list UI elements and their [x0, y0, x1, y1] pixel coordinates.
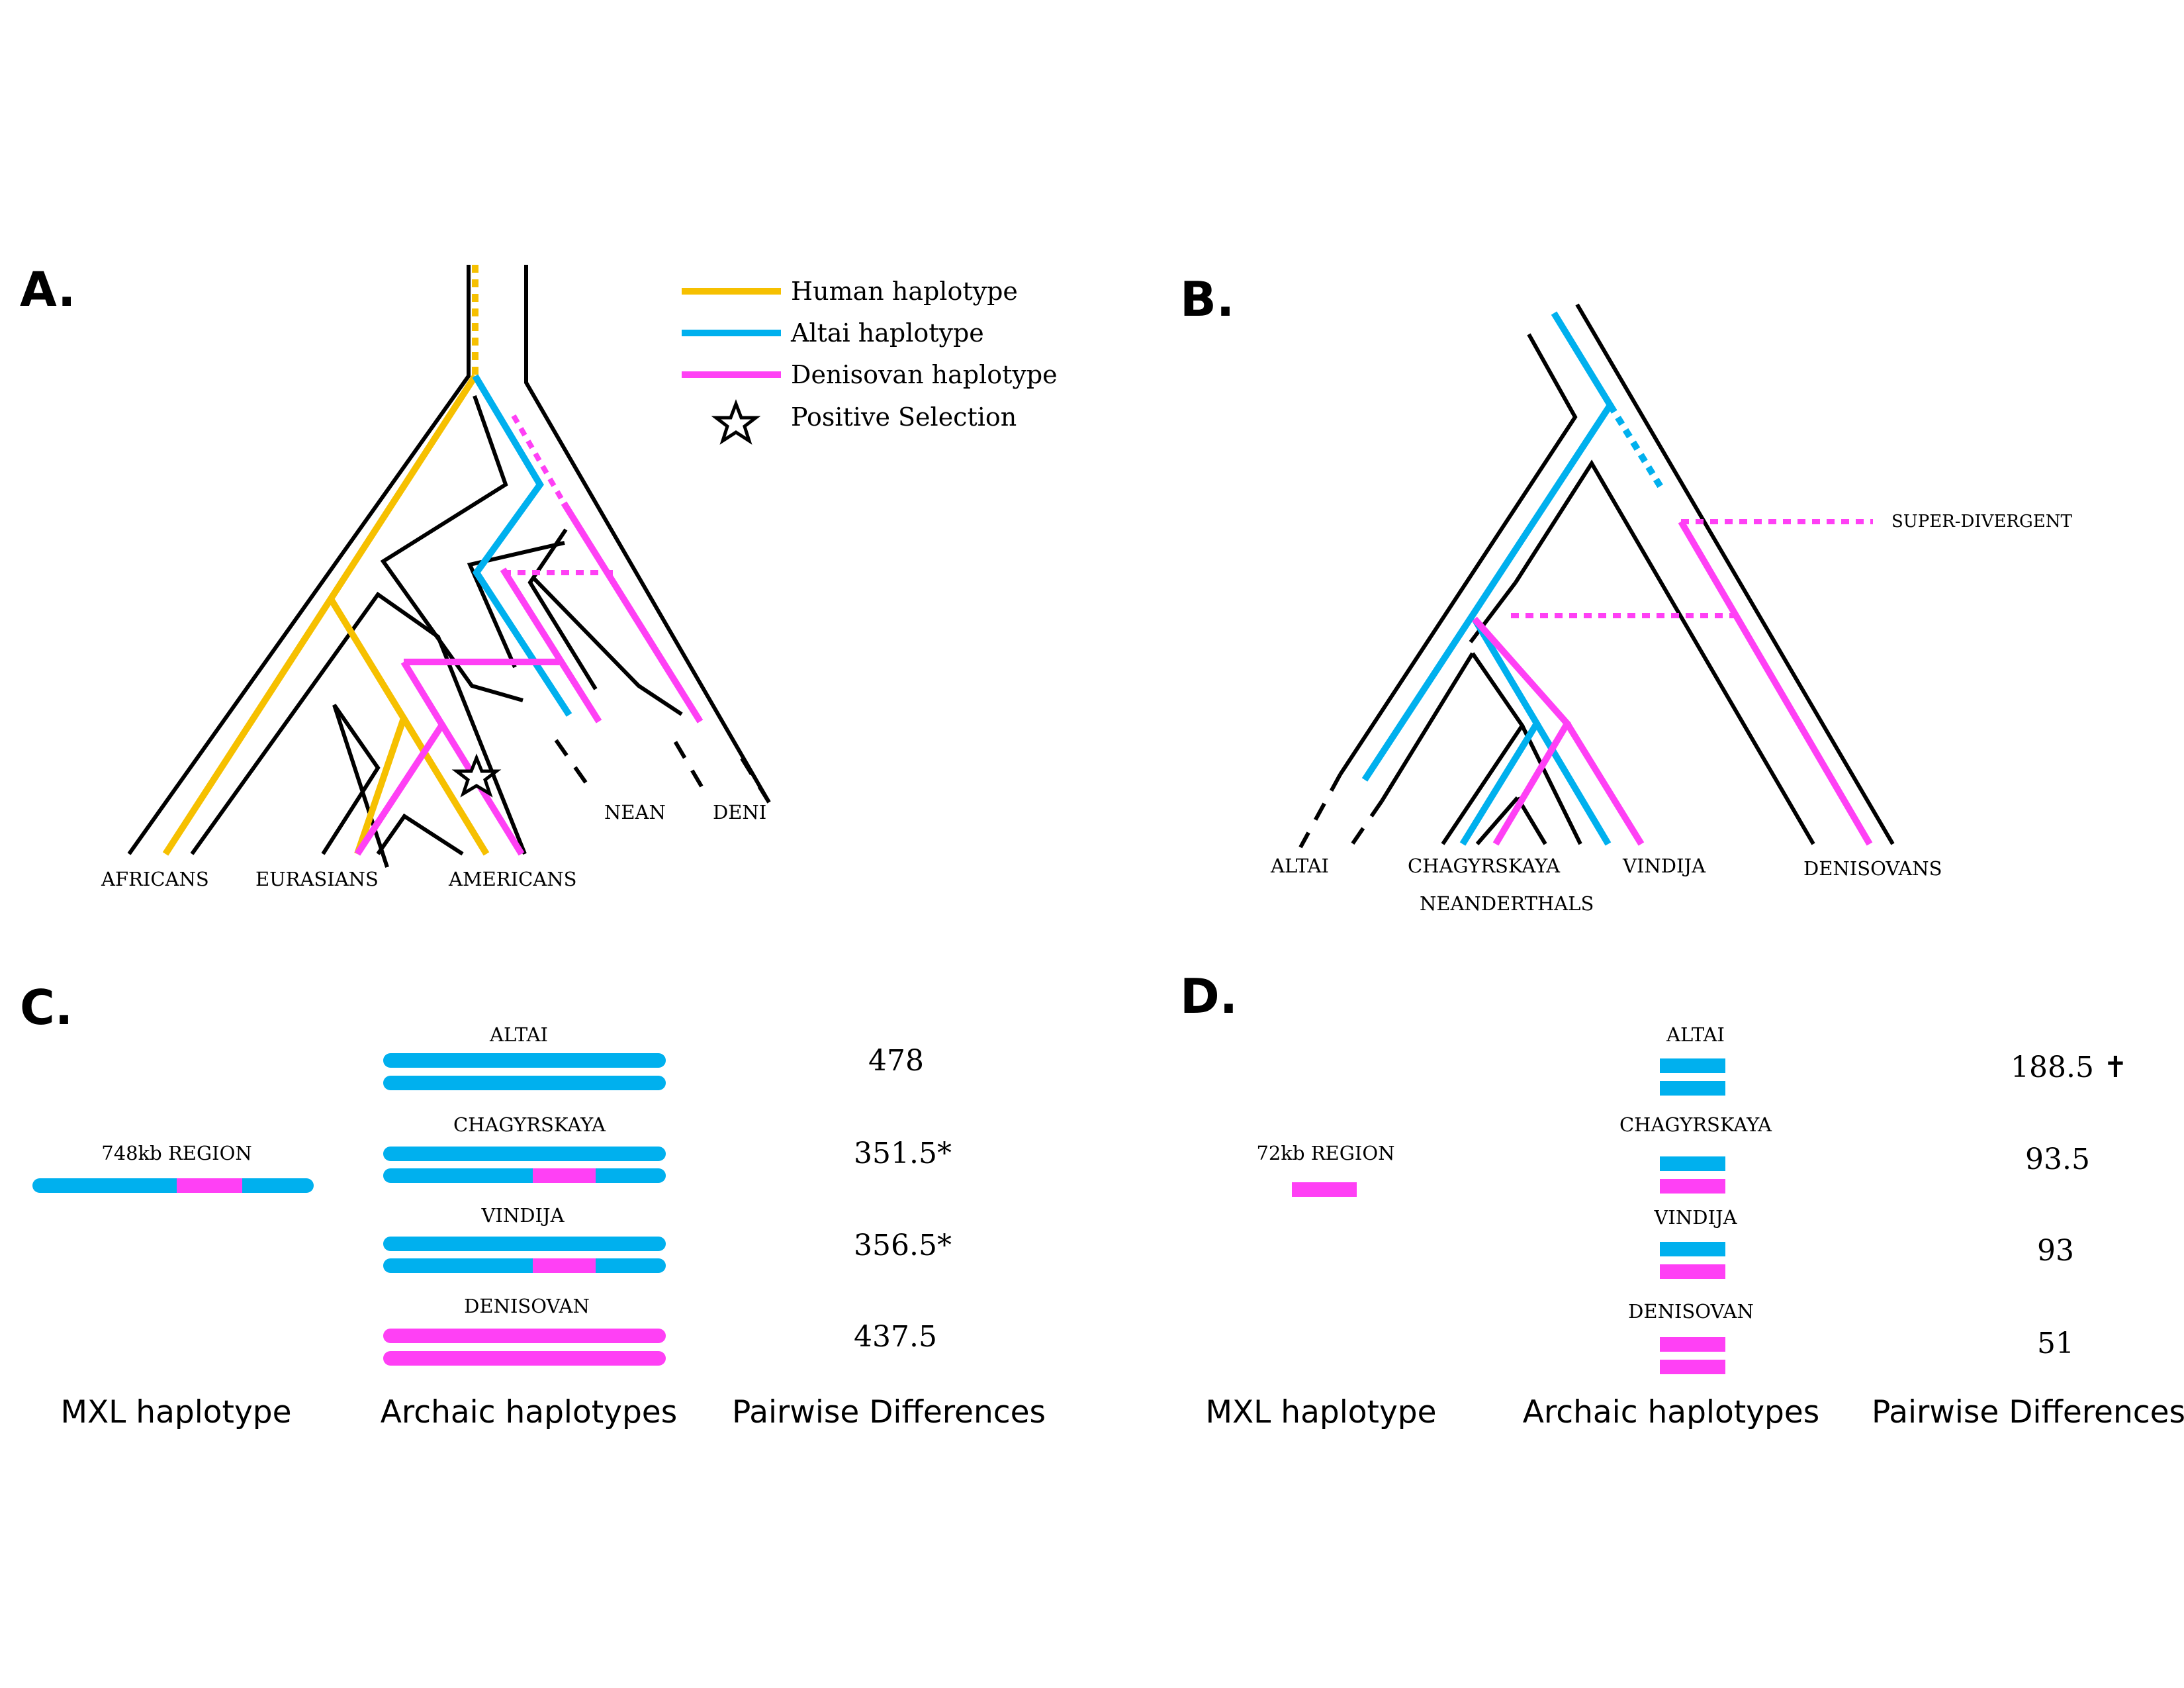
legend-selection-label: Positive Selection — [791, 402, 1017, 432]
archaic-name-d-vindija: VINDIJA — [1653, 1206, 1737, 1229]
selection-star-icon — [451, 753, 502, 798]
panel-label-c: C. — [20, 980, 73, 1035]
panel-label-a: A. — [20, 261, 75, 317]
label-super-divergent: SUPER-DIVERGENT — [1891, 512, 2073, 532]
pairwise-value-d-denisovan: 51 — [2037, 1327, 2074, 1360]
label-neanderthals: NEANDERTHALS — [1420, 892, 1594, 915]
archaic-name-d-altai: ALTAI — [1666, 1023, 1725, 1046]
pairwise-value-c-chagyrskaya: 351.5* — [854, 1137, 952, 1170]
tree-b-outline — [1298, 303, 1895, 849]
region-label-c: 748kb REGION — [101, 1142, 251, 1164]
header-d-pairwise: Pairwise Differences — [1872, 1394, 2184, 1430]
pairwise-value-c-denisovan: 437.5 — [854, 1320, 937, 1354]
legend: Human haplotype Altai haplotype Denisova… — [682, 277, 1058, 445]
pairwise-value-c-altai: 478 — [868, 1044, 924, 1078]
region-label-d: 72kb REGION — [1256, 1142, 1394, 1164]
archaic-name-d-denisovan: DENISOVAN — [1628, 1300, 1754, 1323]
pairwise-value-c-vindija: 356.5* — [854, 1229, 952, 1262]
panel-d: D. 72kb REGION ALTAI CHAGYRSKAYA VINDIJA… — [1180, 968, 2184, 1430]
panel-label-d: D. — [1180, 968, 1238, 1024]
label-altai-b: ALTAI — [1270, 855, 1329, 877]
legend-denisovan-label: Denisovan haplotype — [791, 360, 1058, 389]
tree-a-outline — [127, 265, 771, 868]
label-nean: NEAN — [604, 801, 666, 823]
archaic-haplotypes-c — [383, 1053, 666, 1366]
archaic-name-c-altai: ALTAI — [489, 1023, 548, 1046]
legend-altai-label: Altai haplotype — [790, 318, 984, 348]
header-c-pairwise: Pairwise Differences — [732, 1394, 1046, 1430]
label-chagyrskaya-b: CHAGYRSKAYA — [1408, 855, 1561, 877]
archaic-name-d-chagyrskaya: CHAGYRSKAYA — [1619, 1113, 1772, 1136]
header-c-archaic: Archaic haplotypes — [381, 1394, 677, 1430]
label-americans: AMERICANS — [448, 868, 576, 890]
label-africans: AFRICANS — [101, 868, 209, 890]
tree-a-haplotypes — [162, 265, 704, 856]
legend-human-label: Human haplotype — [791, 277, 1018, 306]
archaic-haplotypes-d — [1660, 1058, 1725, 1374]
legend-star-icon — [711, 399, 761, 445]
label-eurasians: EURASIANS — [255, 868, 379, 890]
label-denisovans-b: DENISOVANS — [1803, 857, 1942, 880]
panel-b: B. SUPER-DIVERGENT ALTAI — [1180, 271, 2073, 915]
panel-c: C. 748kb REGION ALTAI CHAGYRSKAYA VINDIJ… — [20, 980, 1046, 1430]
archaic-name-c-chagyrskaya: CHAGYRSKAYA — [453, 1113, 606, 1136]
header-c-mxl: MXL haplotype — [60, 1394, 291, 1430]
tree-b-haplotypes — [1361, 311, 1873, 846]
panel-a: A. — [20, 261, 1058, 890]
label-vindija-b: VINDIJA — [1622, 855, 1706, 877]
archaic-name-c-denisovan: DENISOVAN — [464, 1295, 590, 1317]
label-deni: DENI — [713, 801, 766, 823]
pairwise-value-d-chagyrskaya: 93.5 — [2025, 1143, 2090, 1176]
header-d-archaic: Archaic haplotypes — [1523, 1394, 1819, 1430]
archaic-name-c-vindija: VINDIJA — [480, 1204, 565, 1227]
panel-label-b: B. — [1180, 271, 1234, 327]
pairwise-value-d-vindija: 93 — [2037, 1234, 2074, 1268]
pairwise-value-d-altai: 188.5 ✝ — [2011, 1051, 2128, 1084]
header-d-mxl: MXL haplotype — [1205, 1394, 1436, 1430]
